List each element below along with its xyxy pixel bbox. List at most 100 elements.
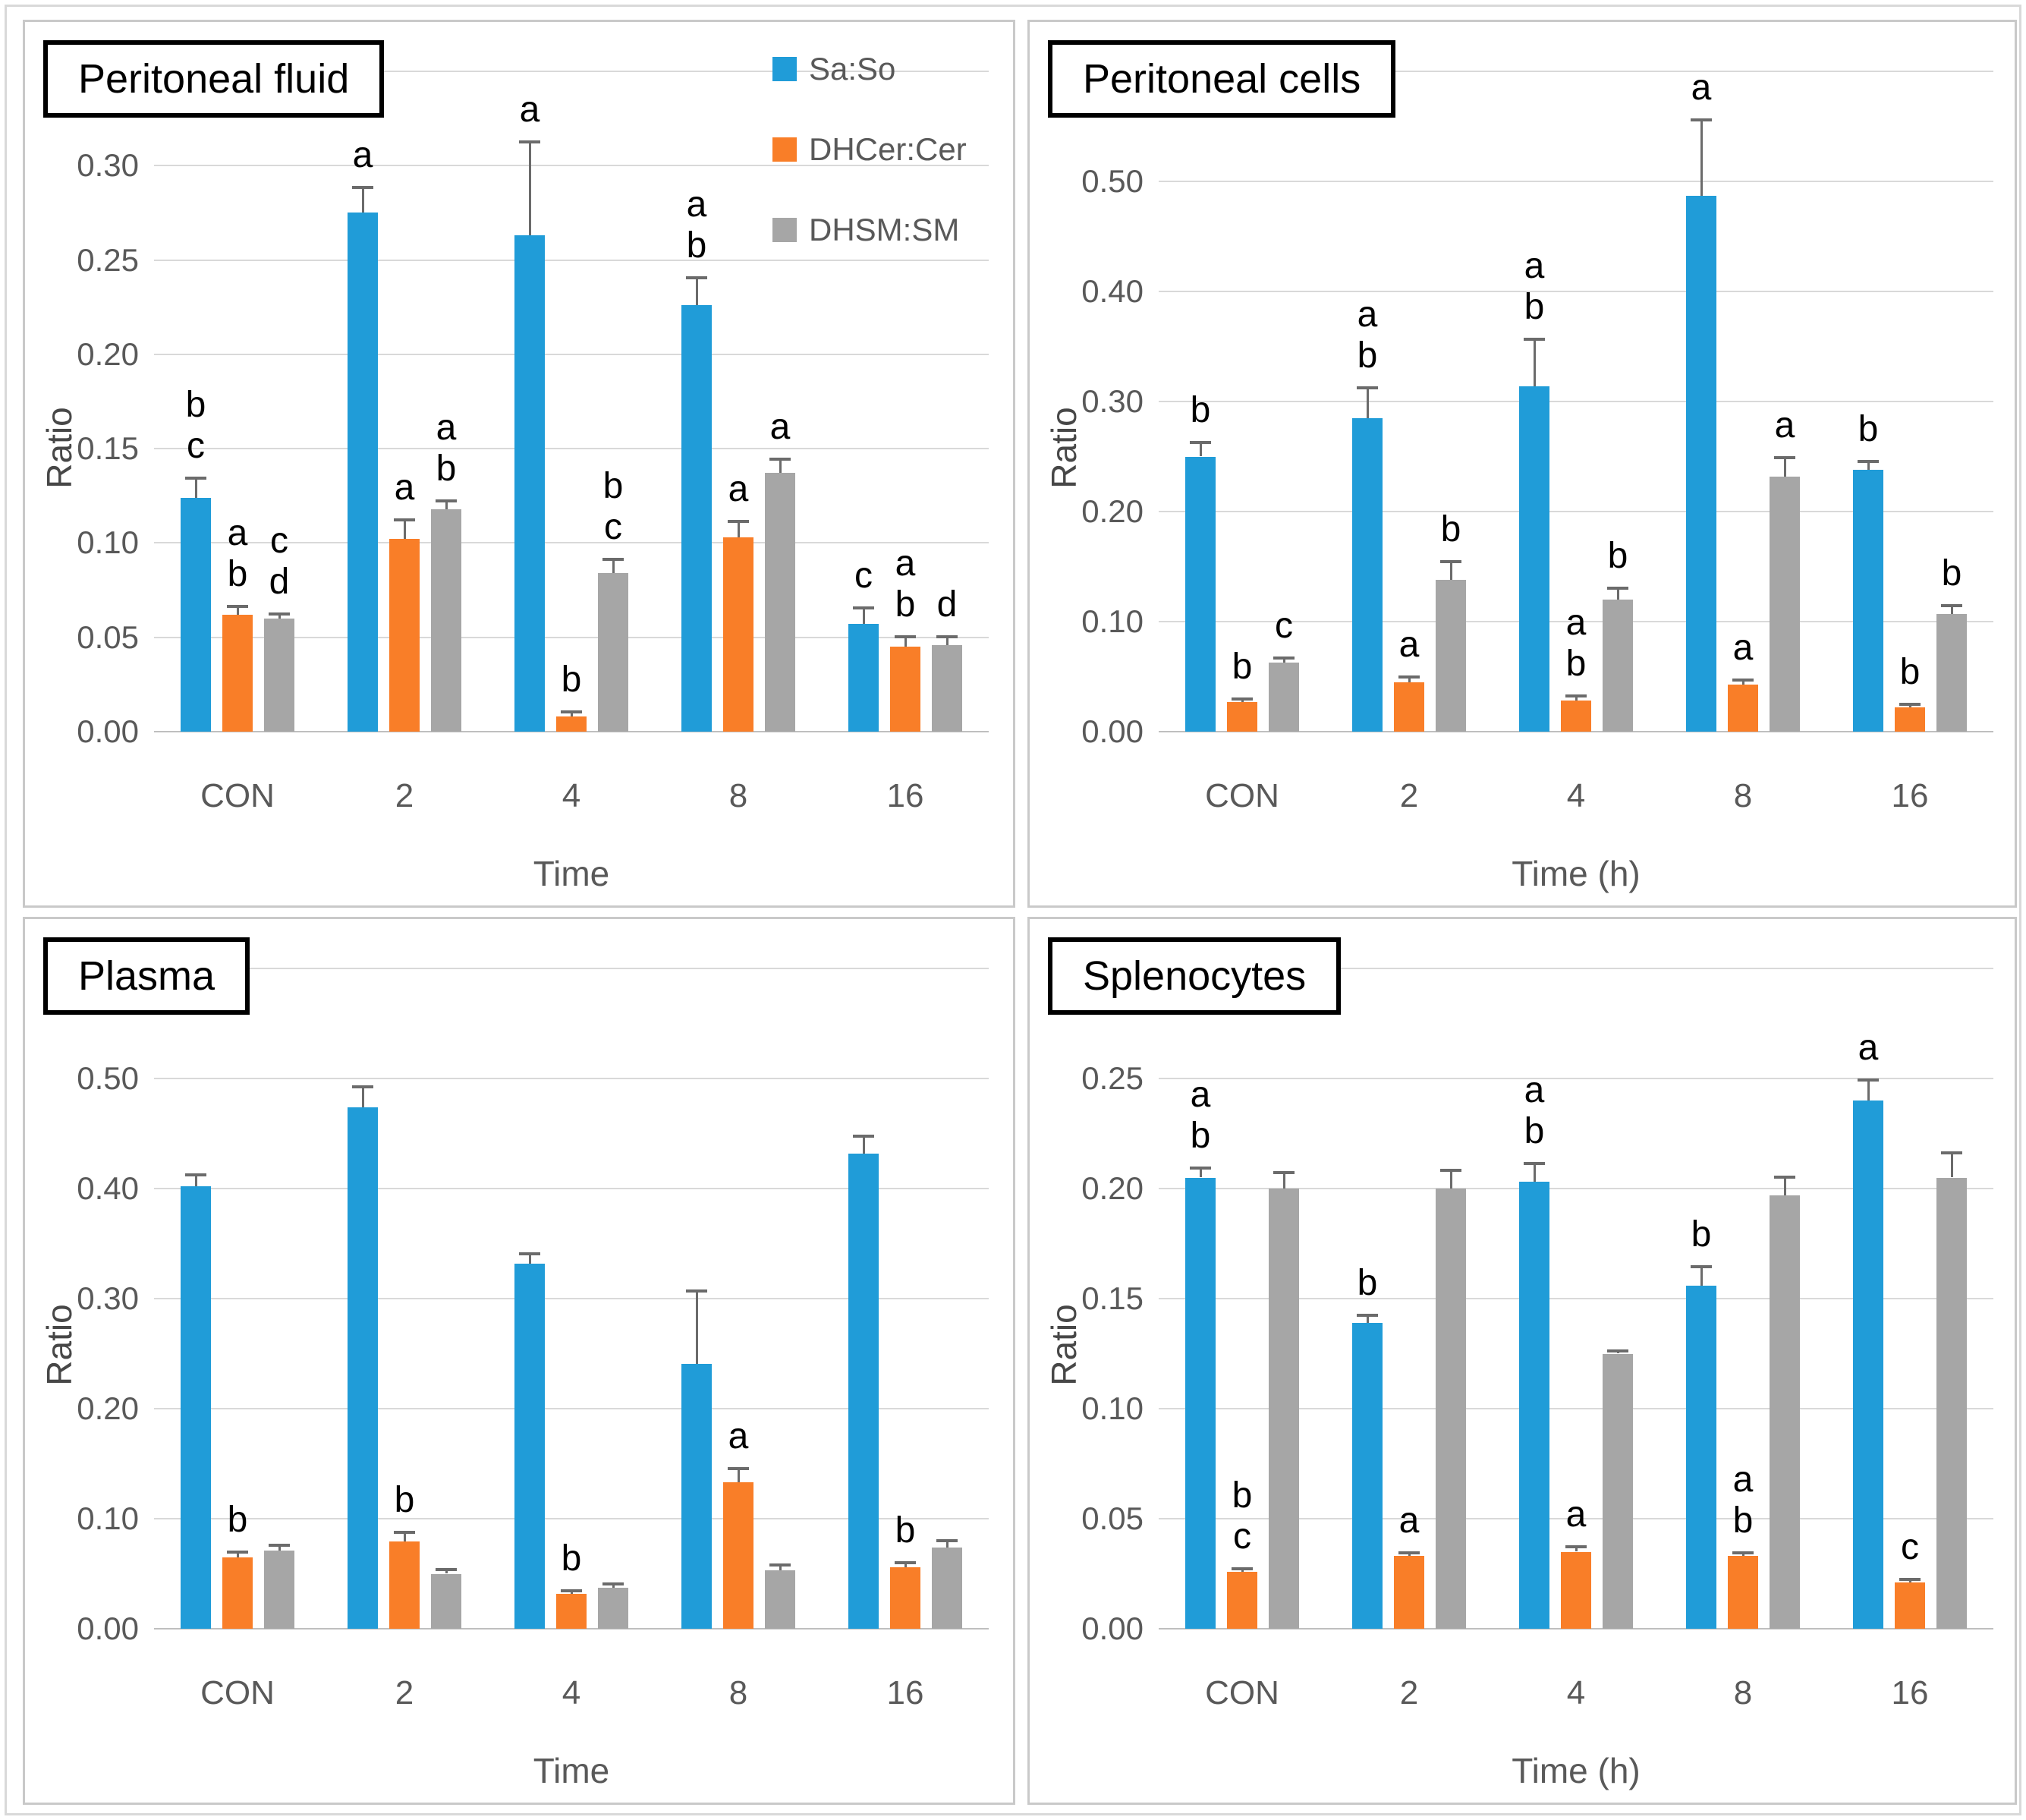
x-tick-label: CON [1205, 777, 1279, 814]
gridline [154, 71, 989, 72]
bar-sa-so-2 [1352, 417, 1383, 732]
bar-sa-so-con [1185, 1177, 1216, 1629]
error-bar [1867, 1080, 1870, 1101]
error-bar-cap [1440, 1168, 1461, 1172]
bar-dhsm-sm-8 [1770, 1195, 1800, 1629]
error-bar-cap [1691, 118, 1712, 122]
error-bar-cap [1774, 1175, 1795, 1179]
error-bar-cap [185, 1173, 206, 1176]
error-bar [570, 1591, 573, 1594]
error-bar [278, 1546, 281, 1551]
gridline [154, 1188, 989, 1189]
x-tick-label: 8 [728, 1674, 748, 1711]
error-bar-cap [728, 520, 749, 524]
y-tick-label: 0.50 [1081, 163, 1144, 199]
bar-dhcer-cer-con [1227, 1571, 1257, 1629]
error-bar [236, 1552, 239, 1557]
error-bar-cap [1899, 1578, 1921, 1582]
error-bar-cap [1232, 1567, 1253, 1570]
error-bar [1575, 1547, 1578, 1552]
error-bar [695, 279, 698, 306]
legend-label: DHSM:SM [809, 212, 960, 247]
gridline [154, 968, 989, 969]
error-bar [1950, 1153, 1953, 1178]
significance-letters: a [769, 407, 791, 448]
y-tick-label: 0.05 [1081, 1500, 1144, 1536]
x-tick-label: 4 [1566, 1674, 1586, 1711]
error-bar-cap [436, 1568, 457, 1572]
gridline [1159, 1518, 1993, 1519]
significance-letters: a [352, 135, 373, 176]
error-bar-cap [1398, 1551, 1420, 1555]
bar-sa-so-16 [1853, 1101, 1883, 1629]
error-bar [945, 1541, 949, 1548]
x-tick-label: 2 [395, 777, 414, 814]
significance-letters: a [1691, 68, 1712, 109]
error-bar-cap [227, 604, 248, 608]
error-bar-cap [394, 518, 415, 521]
legend-label: Sa:So [809, 51, 896, 87]
gridline [1159, 968, 1993, 969]
bar-dhsm-sm-8 [765, 1570, 795, 1629]
error-bar [570, 713, 573, 717]
error-bar [1908, 1580, 1911, 1583]
error-bar-cap [936, 1539, 958, 1543]
error-bar [236, 606, 239, 615]
sa-so-swatch-icon [772, 57, 797, 81]
error-bar-cap [895, 634, 916, 638]
error-bar-cap [1607, 1349, 1628, 1352]
bar-sa-so-2 [348, 1107, 378, 1629]
y-tick-label: 0.10 [77, 1500, 139, 1536]
error-bar-cap [853, 1134, 874, 1138]
x-axis-title: Time [533, 854, 610, 893]
x-tick-label: 8 [728, 777, 748, 814]
x-tick-label: 8 [1733, 1674, 1753, 1711]
error-bar [528, 1255, 531, 1264]
y-tick-label: 0.25 [77, 241, 139, 278]
significance-letters: a [1774, 405, 1795, 446]
error-bar-cap [769, 1563, 791, 1567]
bar-sa-so-4 [1519, 1182, 1549, 1629]
bar-dhsm-sm-4 [1603, 600, 1633, 732]
error-bar [361, 188, 364, 213]
y-tick-label: 0.30 [77, 1280, 139, 1316]
dhsm-sm-swatch-icon [772, 218, 797, 242]
error-bar [737, 1469, 740, 1483]
x-tick-label: CON [1205, 1674, 1279, 1711]
error-bar-cap [1774, 456, 1795, 460]
bar-dhsm-sm-8 [1770, 476, 1800, 732]
gridline [154, 448, 989, 450]
error-bar-cap [1565, 1544, 1587, 1548]
error-bar [1783, 1177, 1786, 1195]
x-tick-label: CON [200, 777, 275, 814]
error-bar [1366, 1316, 1369, 1323]
x-axis-title: Time [533, 1751, 610, 1790]
bar-dhsm-sm-4 [1603, 1353, 1633, 1629]
significance-letters: a [728, 469, 749, 510]
error-bar [1199, 443, 1202, 457]
y-tick-label: 0.10 [1081, 1390, 1144, 1426]
gridline [1159, 1298, 1993, 1299]
bar-dhcer-cer-16 [890, 647, 920, 732]
bar-sa-so-16 [1853, 469, 1883, 732]
gridline [1159, 1188, 1993, 1189]
bar-dhcer-cer-con [222, 1557, 253, 1629]
error-bar-cap [352, 1085, 373, 1088]
bar-dhcer-cer-16 [890, 1567, 920, 1629]
error-bar-cap [1273, 1170, 1295, 1174]
panel-peritoneal-fluid: Peritoneal fluid Ratio Time 0.00 0.05 0.10… [23, 20, 1015, 908]
error-bar-cap [895, 1561, 916, 1565]
error-bar-cap [853, 606, 874, 610]
error-bar-cap [519, 140, 540, 144]
significance-letters: d [936, 584, 958, 625]
error-bar-cap [269, 612, 290, 616]
gridline [1159, 181, 1993, 182]
error-bar-cap [394, 1530, 415, 1534]
significance-letters: b [895, 1510, 916, 1551]
bar-sa-so-8 [1686, 195, 1716, 732]
significance-letters: b [561, 660, 582, 701]
y-tick-label: 0.20 [77, 335, 139, 372]
bar-sa-so-con [1185, 456, 1216, 732]
